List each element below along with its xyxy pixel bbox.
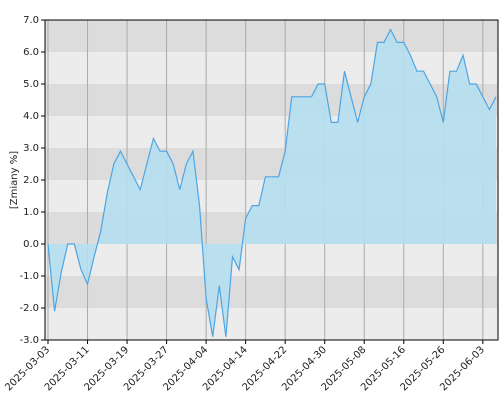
y-tick-label: 4.0	[23, 111, 39, 122]
plot-frame	[44, 19, 499, 341]
band	[45, 276, 498, 308]
line	[47, 28, 497, 337]
y-tick-label: 7.0	[23, 15, 39, 26]
band	[45, 52, 498, 84]
band	[45, 20, 498, 52]
y-tick-label: 5.0	[23, 79, 39, 90]
y-tick-label: 3.0	[23, 143, 39, 154]
y-tick-label: 1.0	[23, 207, 39, 218]
y-tick-label: 2.0	[23, 175, 39, 186]
y-tick-label: 6.0	[23, 47, 39, 58]
y-axis-label: [Zmiany %]	[9, 151, 20, 209]
y-tick-label: -3.0	[19, 335, 39, 346]
y-tick-label: -1.0	[19, 271, 39, 282]
area	[48, 29, 496, 337]
y-tick-label: 0.0	[23, 239, 39, 250]
band	[45, 308, 498, 340]
y-tick-label: -2.0	[19, 303, 39, 314]
band	[45, 244, 498, 276]
